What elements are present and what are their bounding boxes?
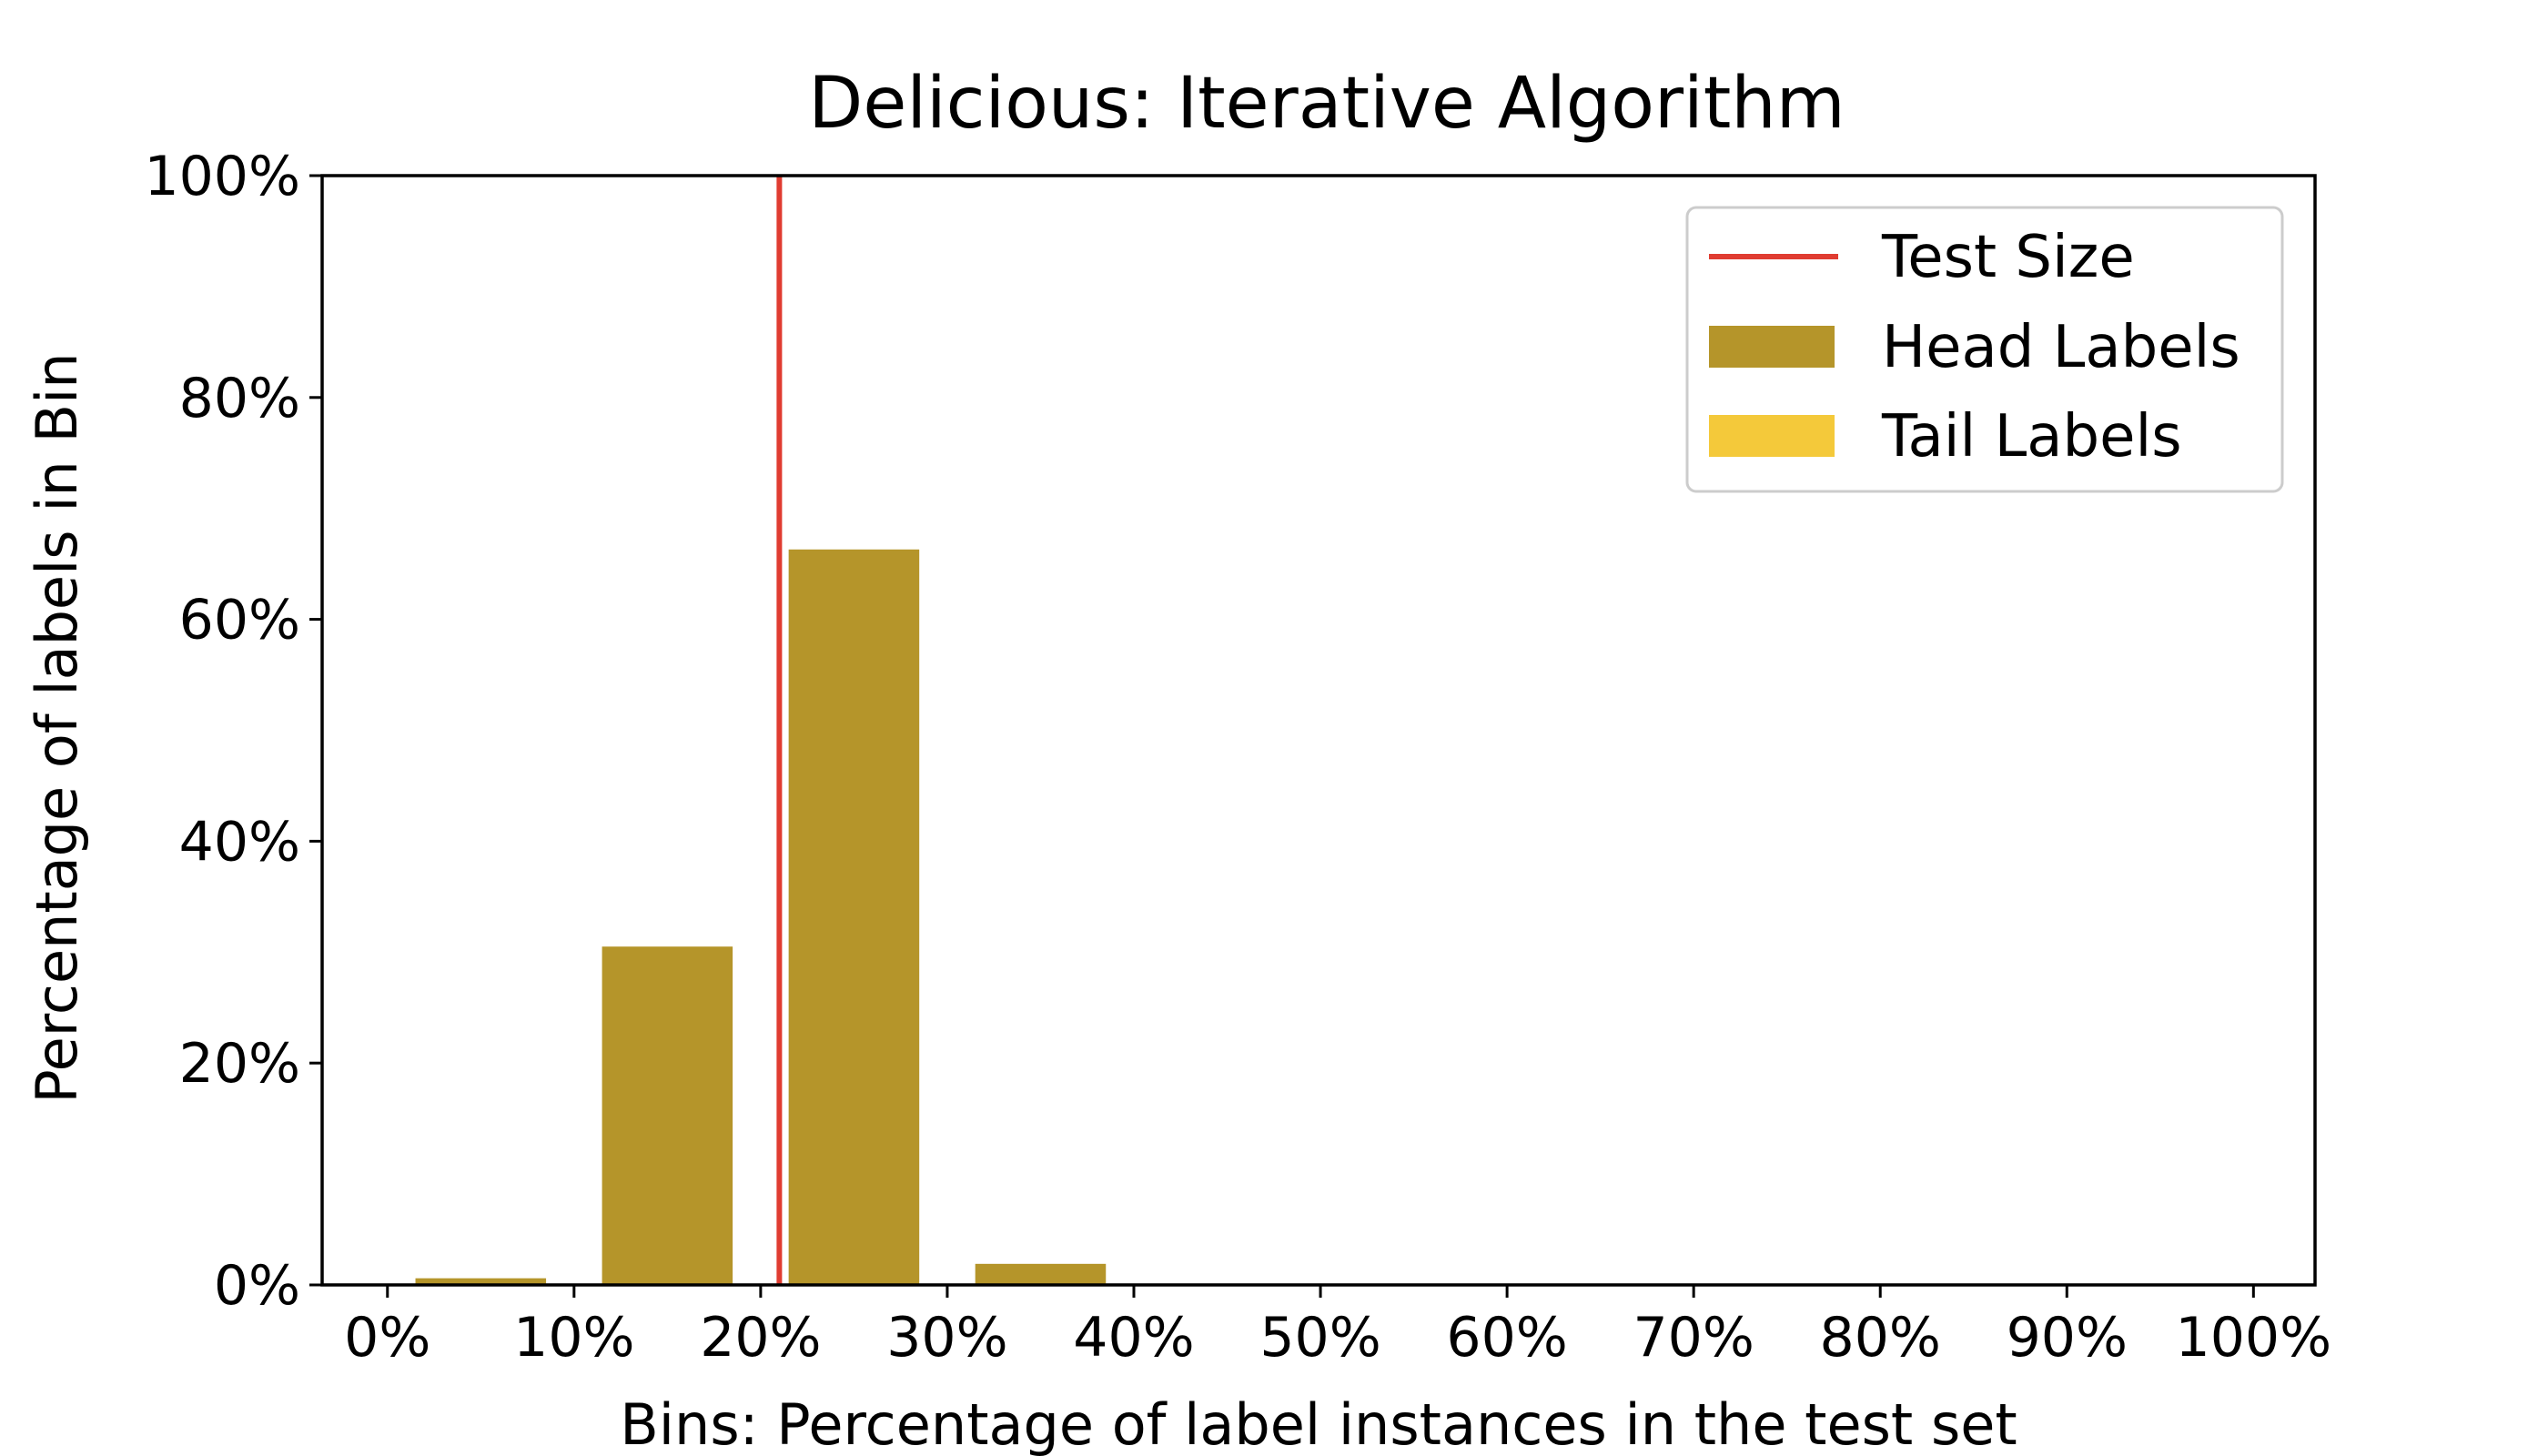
x-tick-label: 80% [1820, 1306, 1941, 1370]
plot-content [415, 176, 1107, 1285]
y-tick-label: 20% [179, 1032, 300, 1096]
legend-swatch-head-labels [1709, 326, 1835, 368]
plot-frame [320, 174, 2317, 1287]
chart-title: Delicious: Iterative Algorithm [808, 63, 1845, 145]
legend: Test Size Head Labels Tail Labels [1685, 206, 2284, 493]
bar-head-labels-3 [975, 1263, 1107, 1285]
y-tick-label: 60% [179, 589, 300, 652]
x-tick-label: 50% [1259, 1306, 1380, 1370]
bar-head-labels-2 [788, 549, 920, 1285]
x-tick-label: 70% [1633, 1306, 1754, 1370]
x-tick-label: 20% [700, 1306, 821, 1370]
x-tick-label: 30% [886, 1306, 1007, 1370]
x-tick-label: 60% [1446, 1306, 1567, 1370]
legend-label-head-labels: Head Labels [1882, 314, 2240, 381]
legend-label-test-size: Test Size [1881, 224, 2135, 291]
x-tick-label: 40% [1073, 1306, 1194, 1370]
x-tick-label: 10% [513, 1306, 634, 1370]
bar-head-labels-0 [415, 1278, 547, 1285]
legend-label-tail-labels: Tail Labels [1881, 403, 2182, 470]
y-axis: 0% 20% 40% 60% 80% 100% [144, 145, 322, 1318]
x-tick-label: 90% [2007, 1306, 2128, 1370]
y-tick-label: 0% [214, 1254, 300, 1318]
y-axis-label: Percentage of labels in Bin [24, 352, 90, 1103]
x-tick-label: 100% [2176, 1306, 2332, 1370]
y-tick-label: 40% [179, 810, 300, 874]
bar-head-labels-1 [602, 946, 733, 1285]
x-tick-label: 0% [344, 1306, 430, 1370]
legend-box [1685, 206, 2284, 493]
x-axis: 0% 10% 20% 30% 40% 50% 60% 70% 80% 90% 100% [344, 1285, 2331, 1370]
x-axis-label: Bins: Percentage of label instances in t… [620, 1391, 2017, 1456]
legend-swatch-tail-labels [1709, 415, 1835, 457]
y-tick-label: 80% [179, 367, 300, 430]
y-tick-label: 100% [144, 145, 300, 208]
